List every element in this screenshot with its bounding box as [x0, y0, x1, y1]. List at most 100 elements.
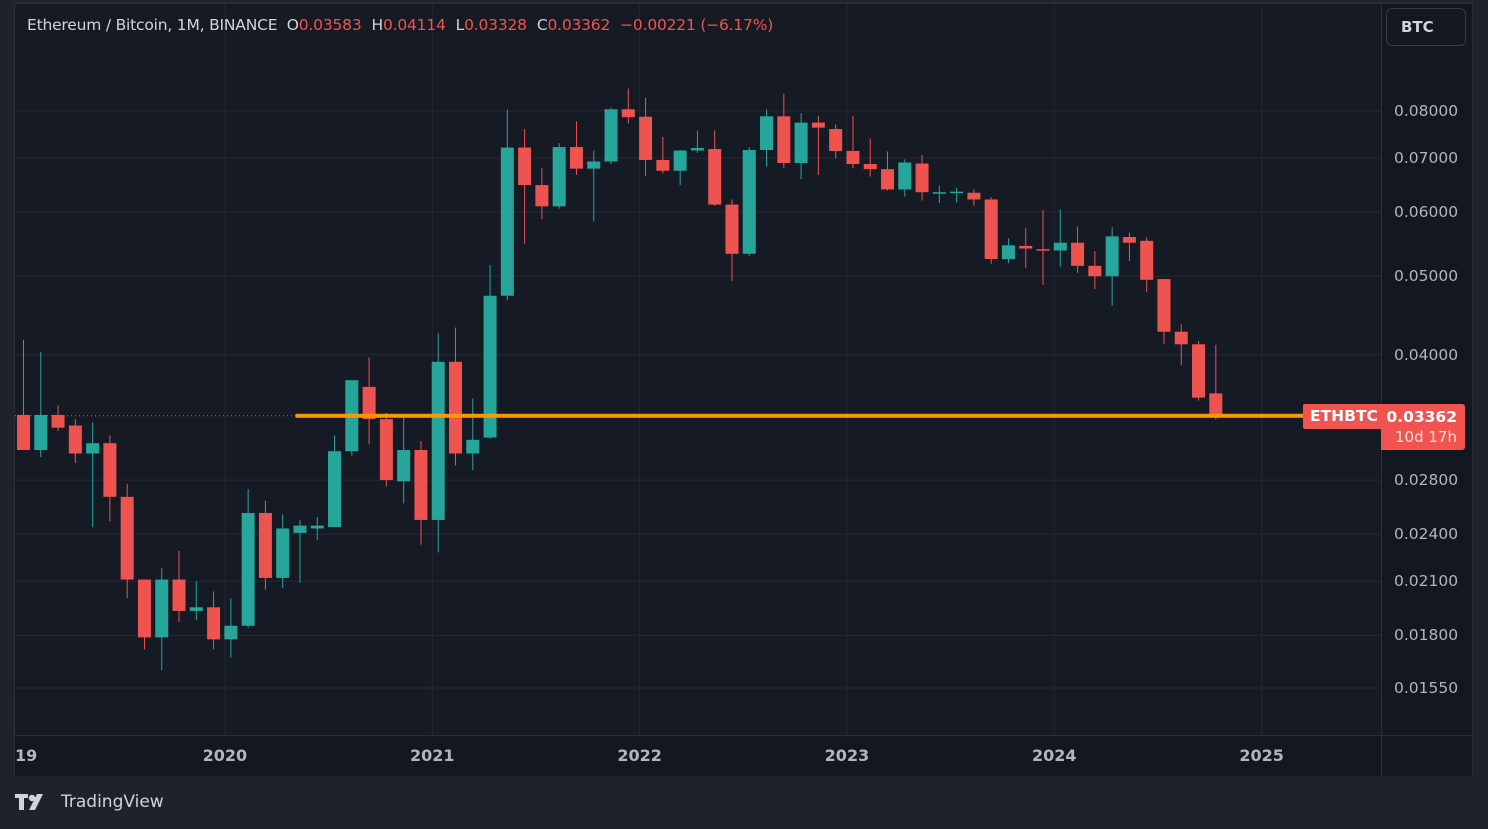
candle[interactable] — [811, 115, 825, 175]
candle[interactable] — [1122, 232, 1136, 262]
candle[interactable] — [1019, 228, 1033, 268]
candle[interactable] — [68, 419, 82, 463]
candle[interactable] — [725, 199, 739, 282]
candle[interactable] — [1174, 324, 1188, 366]
candle[interactable] — [86, 422, 100, 528]
candle[interactable] — [898, 159, 912, 197]
candle[interactable] — [569, 121, 583, 175]
change-value: −0.00221 (−6.17%) — [620, 16, 774, 34]
candle[interactable] — [639, 97, 653, 176]
time-axis-label: 2020 — [202, 746, 248, 765]
close-value: 0.03362 — [547, 16, 611, 34]
candle[interactable] — [379, 412, 393, 487]
candle[interactable] — [500, 109, 514, 301]
candle[interactable] — [829, 124, 843, 159]
candle[interactable] — [120, 483, 134, 599]
time-axis-label: 2021 — [409, 746, 455, 765]
candle[interactable] — [137, 579, 151, 650]
candle[interactable] — [1140, 237, 1154, 293]
time-axis-label: 2024 — [1032, 746, 1077, 765]
price-axis-label: 0.04000 — [1394, 345, 1459, 364]
price-axis-label: 0.08000 — [1394, 102, 1459, 120]
candle[interactable] — [1001, 238, 1015, 264]
candle[interactable] — [362, 357, 376, 445]
candle[interactable] — [483, 265, 497, 439]
candle[interactable] — [604, 107, 618, 165]
candle[interactable] — [984, 197, 998, 264]
candle[interactable] — [915, 154, 929, 201]
candle[interactable] — [881, 151, 894, 191]
candle[interactable] — [587, 150, 601, 222]
candle[interactable] — [967, 189, 981, 206]
ohlc-legend: Ethereum / Bitcoin, 1M, BINANCE O0.03583… — [27, 16, 773, 34]
candle[interactable] — [846, 115, 860, 169]
candle[interactable] — [466, 398, 480, 471]
time-axis-label: 2022 — [617, 746, 662, 765]
candle[interactable] — [1105, 227, 1119, 306]
candle[interactable] — [535, 168, 549, 220]
candle[interactable] — [708, 130, 722, 206]
candle[interactable] — [431, 333, 445, 553]
candle[interactable] — [863, 138, 877, 177]
horizontal-line-drawing[interactable] — [295, 413, 1308, 418]
time-axis[interactable] — [15, 735, 1381, 776]
candlestick-chart[interactable] — [15, 4, 1381, 735]
candle[interactable] — [1088, 251, 1102, 290]
high-label: H — [371, 16, 384, 34]
candle[interactable] — [276, 514, 290, 588]
open-value: 0.03583 — [298, 16, 362, 34]
candle[interactable] — [207, 591, 221, 650]
last-price-value: 0.03362 — [1386, 408, 1457, 426]
candle[interactable] — [1192, 340, 1206, 401]
price-axis-label: 0.05000 — [1394, 267, 1459, 286]
candle[interactable] — [1157, 279, 1171, 345]
candle[interactable] — [189, 581, 203, 621]
tradingview-logo-icon — [15, 793, 55, 811]
last-price-badge: 0.03362 10d 17h — [1381, 404, 1465, 450]
time-axis-label: 2023 — [824, 746, 870, 765]
candle[interactable] — [258, 500, 272, 590]
candle[interactable] — [449, 327, 462, 466]
candle[interactable] — [34, 352, 48, 458]
candle[interactable] — [656, 136, 670, 174]
tradingview-brand[interactable]: TradingView — [15, 792, 164, 812]
candle[interactable] — [310, 517, 324, 541]
price-axis-label: 0.02400 — [1394, 525, 1459, 544]
candle[interactable] — [777, 93, 791, 169]
bar-countdown: 10d 17h — [1395, 428, 1457, 446]
candle[interactable] — [673, 150, 687, 186]
candle[interactable] — [414, 440, 428, 545]
candle[interactable] — [224, 598, 238, 658]
candle[interactable] — [103, 435, 117, 522]
candle[interactable] — [1071, 226, 1085, 273]
candle[interactable] — [345, 380, 359, 456]
currency-unit-button[interactable]: BTC — [1386, 8, 1466, 46]
candle[interactable] — [690, 130, 704, 153]
candle[interactable] — [621, 88, 635, 124]
candle[interactable] — [742, 147, 756, 256]
candle[interactable] — [794, 113, 808, 180]
candle[interactable] — [155, 568, 169, 671]
candle[interactable] — [397, 414, 411, 504]
candle[interactable] — [241, 488, 255, 628]
candle[interactable] — [51, 405, 65, 431]
candle[interactable] — [1036, 209, 1050, 285]
price-axis-label: 0.01800 — [1394, 626, 1459, 645]
candle[interactable] — [950, 187, 964, 203]
candle[interactable] — [17, 340, 30, 451]
candle[interactable] — [172, 550, 186, 623]
candle[interactable] — [1209, 344, 1223, 420]
candle[interactable] — [932, 185, 946, 203]
chart-pane[interactable] — [15, 4, 1381, 735]
candle[interactable] — [552, 143, 566, 209]
candle[interactable] — [328, 435, 342, 528]
price-axis-label: 0.02100 — [1394, 572, 1459, 591]
low-value: 0.03328 — [464, 16, 527, 34]
candle[interactable] — [518, 129, 532, 245]
price-axis-label: 0.06000 — [1394, 203, 1459, 222]
candle[interactable] — [293, 519, 307, 583]
price-axis[interactable] — [1381, 4, 1472, 735]
candle[interactable] — [1053, 209, 1067, 267]
brand-name: TradingView — [61, 792, 164, 812]
candle[interactable] — [760, 109, 774, 167]
